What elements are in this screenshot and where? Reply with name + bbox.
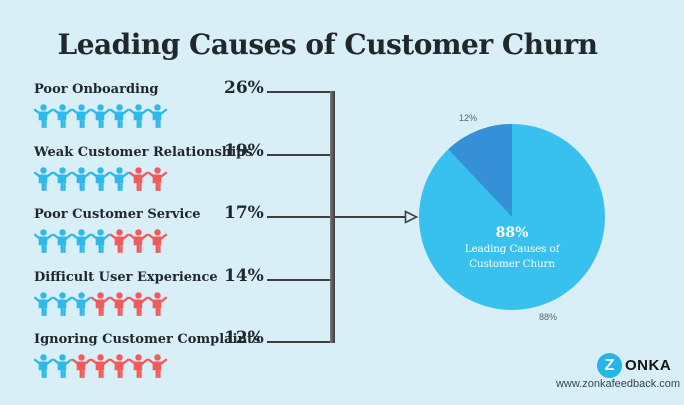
zonka-logo-text: ONKA (625, 357, 672, 374)
pie-svg (419, 123, 605, 310)
cause-row-difficult-ux: Difficult User Experience 14% (34, 266, 344, 322)
pie-center-line2: Customer Churn (469, 258, 555, 270)
person-icon (129, 292, 148, 316)
person-icon (72, 354, 91, 378)
cause-label: Poor Customer Service (34, 207, 201, 222)
person-icon (53, 167, 72, 191)
people-pictogram (34, 229, 167, 253)
person-icon (34, 167, 53, 191)
connector-line (267, 154, 331, 156)
pie-center-label: 88% Leading Causes of Customer Churn (419, 225, 605, 272)
person-icon (72, 167, 91, 191)
person-icon (148, 104, 167, 128)
person-icon (72, 104, 91, 128)
cause-label: Weak Customer Relationships (34, 145, 253, 160)
person-icon (110, 292, 129, 316)
pie-slice-12 (448, 123, 512, 217)
page-title: Leading Causes of Customer Churn (57, 28, 598, 61)
person-icon (110, 354, 129, 378)
zonka-logo-z: Z (604, 356, 615, 374)
people-pictogram (34, 167, 167, 191)
cause-percent: 14% (224, 266, 264, 286)
person-icon (53, 229, 72, 253)
arrow-shaft (335, 216, 405, 218)
people-pictogram (34, 104, 167, 128)
person-icon (148, 167, 167, 191)
connector-line (267, 279, 331, 281)
pie-outer-label-88: 88% (539, 312, 558, 322)
person-icon (34, 292, 53, 316)
people-pictogram (34, 354, 167, 378)
person-icon (91, 229, 110, 253)
person-icon (129, 104, 148, 128)
person-icon (91, 167, 110, 191)
website-url[interactable]: www.zonkafeedback.com (555, 378, 681, 390)
person-icon (129, 354, 148, 378)
person-icon (34, 104, 53, 128)
person-icon (110, 229, 129, 253)
pie-chart: 12% 88% 88% Leading Causes of Customer C… (419, 113, 605, 322)
pie-center-percent: 88% (495, 225, 529, 241)
connector-line (267, 216, 331, 218)
pie-center-line1: Leading Causes of (464, 243, 560, 255)
person-icon (148, 229, 167, 253)
arrow-icon (404, 210, 419, 224)
cause-label: Difficult User Experience (34, 270, 218, 285)
people-pictogram (34, 292, 167, 316)
pie-outer-label-12: 12% (459, 113, 478, 123)
person-icon (148, 354, 167, 378)
person-icon (34, 229, 53, 253)
person-icon (129, 167, 148, 191)
person-icon (91, 354, 110, 378)
person-icon (72, 229, 91, 253)
cause-row-weak-relationships: Weak Customer Relationships 19% (34, 141, 344, 197)
zonka-logo-mark: Z (597, 353, 622, 378)
cause-label: Ignoring Customer Complaints (34, 332, 261, 347)
person-icon (110, 104, 129, 128)
person-icon (148, 292, 167, 316)
person-icon (110, 167, 129, 191)
person-icon (91, 292, 110, 316)
cause-percent: 17% (224, 203, 264, 223)
zonka-logo: Z ONKA (597, 353, 671, 378)
connector-line (267, 91, 331, 93)
bracket-bar (330, 91, 335, 343)
person-icon (53, 292, 72, 316)
cause-row-ignoring-complaints: Ignoring Customer Complaints 12% (34, 328, 344, 384)
person-icon (129, 229, 148, 253)
person-icon (53, 104, 72, 128)
cause-row-poor-onboarding: Poor Onboarding 26% (34, 78, 344, 134)
cause-percent: 12% (224, 328, 264, 348)
cause-row-poor-service: Poor Customer Service 17% (34, 203, 344, 259)
person-icon (53, 354, 72, 378)
connector-line (267, 341, 331, 343)
person-icon (91, 104, 110, 128)
person-icon (34, 354, 53, 378)
cause-percent: 26% (224, 78, 264, 98)
person-icon (72, 292, 91, 316)
cause-percent: 19% (224, 141, 264, 161)
cause-label: Poor Onboarding (34, 82, 159, 97)
